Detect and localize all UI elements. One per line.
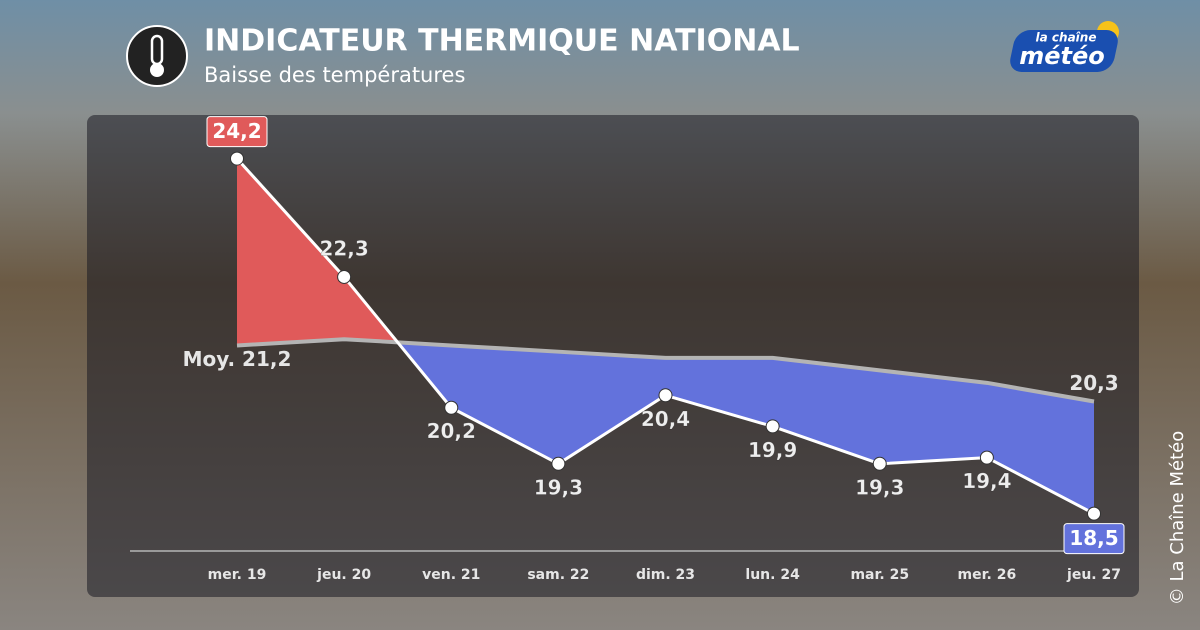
- point: [979, 450, 994, 465]
- value-label: 19,3: [855, 475, 904, 499]
- x-tick-label: ven. 21: [422, 567, 480, 583]
- value-label: 19,4: [962, 469, 1011, 493]
- logo-badge: [1010, 30, 1118, 72]
- normal-label: Moy. 21,2: [183, 347, 292, 371]
- point: [337, 269, 352, 284]
- logo-small: la chaîne: [1036, 31, 1097, 45]
- x-tick-label: mer. 26: [958, 567, 1017, 583]
- chart-title: INDICATEUR THERMIQUE NATIONAL: [204, 24, 800, 59]
- value-label: 20,4: [641, 407, 690, 431]
- logo-large: météo: [1019, 42, 1105, 70]
- thermometer-icon: [126, 25, 188, 87]
- x-tick-label: dim. 23: [636, 567, 695, 583]
- point: [444, 400, 459, 415]
- x-tick-label: mar. 25: [850, 567, 909, 583]
- thermometer-bulb: [150, 63, 164, 77]
- value-label: 19,3: [534, 475, 583, 499]
- point: [765, 419, 780, 434]
- x-tick-label: mer. 19: [208, 567, 267, 583]
- copyright: © La Chaîne Météo: [1167, 431, 1188, 605]
- chart-subtitle: Baisse des températures: [204, 63, 465, 87]
- point: [551, 456, 566, 471]
- label-box: [206, 116, 268, 148]
- x-tick-label: jeu. 20: [316, 567, 371, 583]
- area-below-normal: [237, 339, 1094, 514]
- x-tick-label: sam. 22: [527, 567, 589, 583]
- value-label: 20,2: [427, 419, 476, 443]
- point: [658, 388, 673, 403]
- value-label: 22,3: [319, 236, 368, 260]
- x-tick-label: jeu. 27: [1066, 567, 1121, 583]
- normal-label: 20,3: [1069, 371, 1118, 395]
- label-box: [1063, 523, 1125, 555]
- point: [872, 456, 887, 471]
- normal-line: [236, 337, 1095, 404]
- x-tick-label: lun. 24: [745, 567, 800, 583]
- value-label: 18,5: [1069, 526, 1118, 550]
- value-label: 24,2: [212, 119, 261, 143]
- value-label: 19,9: [748, 438, 797, 462]
- point: [230, 151, 244, 166]
- point: [1087, 506, 1101, 521]
